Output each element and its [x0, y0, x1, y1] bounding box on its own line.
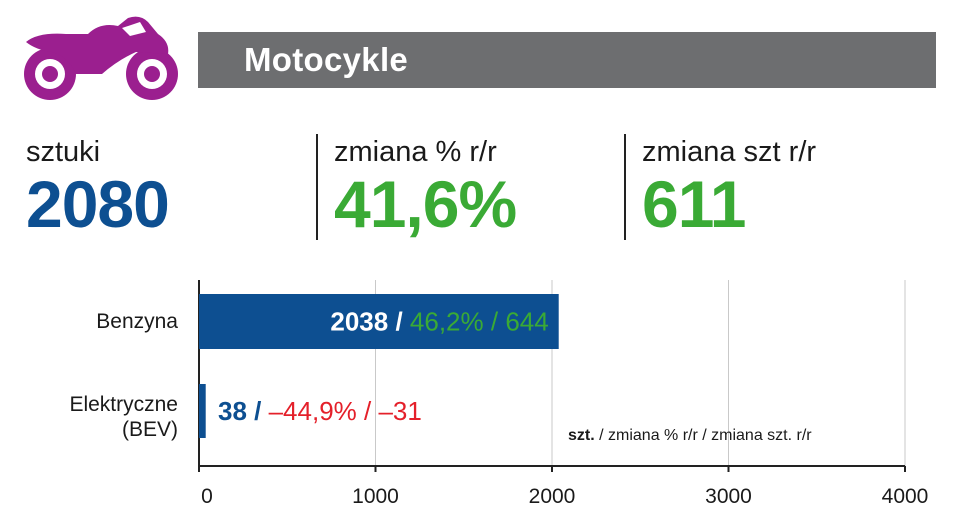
- x-tick-label: 2000: [529, 485, 576, 508]
- bar-0: [199, 294, 559, 349]
- x-tick-label: 4000: [882, 485, 929, 508]
- stat-units-value: 2080: [26, 167, 170, 241]
- motorcycle-icon: [24, 16, 178, 100]
- bar-label-part: /: [388, 307, 410, 337]
- x-tick-label: 3000: [705, 485, 752, 508]
- header-bar: Motocykle: [198, 32, 936, 88]
- stat-divider: [316, 134, 318, 240]
- x-tick-label: 0: [201, 485, 213, 508]
- bar-label-part: /: [247, 396, 269, 426]
- header-title: Motocykle: [244, 41, 409, 78]
- category-label-benzyna: Benzyna: [96, 310, 178, 333]
- stat-pct-change-label: zmiana % r/r: [334, 136, 497, 168]
- stat-divider: [624, 134, 626, 240]
- units-note-rest: / zmiana % r/r / zmiana szt. r/r: [594, 427, 812, 444]
- bar-1: [199, 384, 206, 438]
- bar-label-1: 38 / –44,9% / –31: [218, 396, 422, 426]
- units-note-bold: szt.: [568, 427, 595, 444]
- stat-abs-change-label: zmiana szt r/r: [642, 136, 817, 168]
- bar-label-part: 38: [218, 396, 247, 426]
- bar-label-part: /: [484, 307, 506, 337]
- bar-label-part: 46,2%: [410, 307, 484, 337]
- category-label-bev: Elektryczne (BEV): [69, 393, 178, 441]
- stat-units-label: sztuki: [26, 136, 101, 168]
- stat-abs-change-value: 611: [642, 167, 746, 241]
- bar-label-part: 2038: [330, 307, 388, 337]
- x-tick-label: 1000: [352, 485, 399, 508]
- bar-label-part: 644: [505, 307, 548, 337]
- bar-label-part: –31: [378, 396, 421, 426]
- bar-label-part: /: [357, 396, 379, 426]
- units-note: szt. / zmiana % r/r / zmiana szt. r/r: [568, 427, 812, 445]
- bar-label-0: 2038 / 46,2% / 644: [330, 307, 548, 337]
- stat-pct-change-value: 41,6%: [334, 167, 517, 241]
- bar-label-part: –44,9%: [269, 396, 357, 426]
